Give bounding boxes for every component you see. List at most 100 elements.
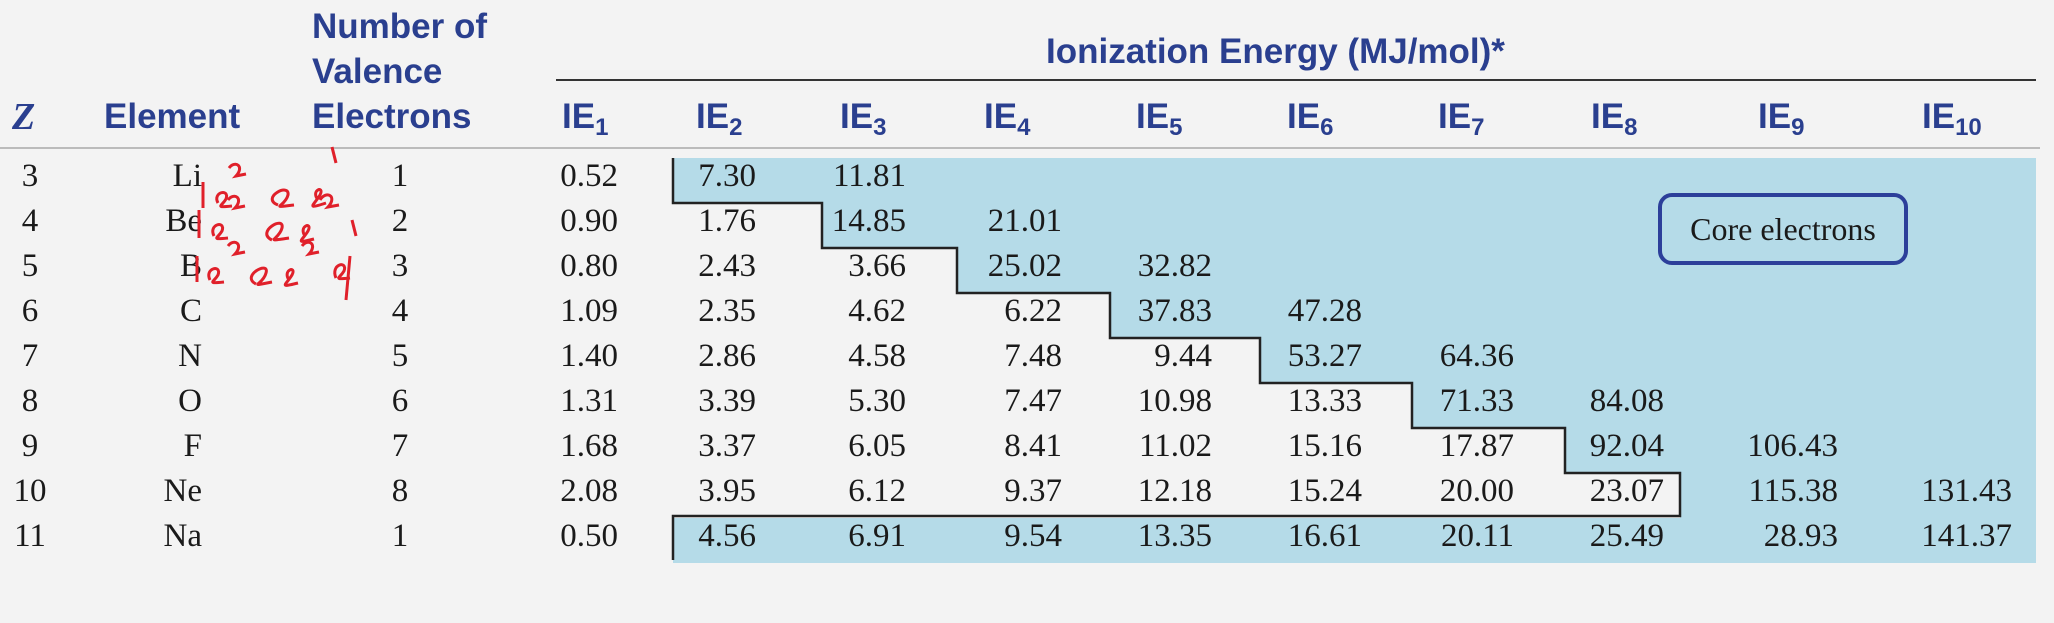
cell-ie-6: 13.33: [1287, 383, 1362, 419]
cell-ie-4: 7.48: [1004, 338, 1062, 374]
header-valence-line3: Electrons: [312, 97, 472, 136]
cell-ie-7: 20.11: [1440, 518, 1514, 554]
cell-ie-1: 0.52: [560, 158, 618, 194]
cell-ie-1: 0.50: [560, 518, 618, 554]
cell-ie-5: 9.44: [1154, 338, 1212, 374]
cell-valence: 1: [391, 518, 409, 554]
cell-ie-1: 1.40: [560, 338, 618, 374]
cell-valence: 8: [391, 473, 409, 509]
cell-ie-10: 131.43: [1921, 473, 2012, 509]
cell-z: 8: [21, 383, 39, 419]
cell-z: 3: [21, 158, 39, 194]
cell-element: N: [178, 338, 202, 374]
ie-header-8: IE8: [1591, 97, 1638, 141]
header-bottom-rule: [0, 147, 2040, 149]
cell-ie-5: 10.98: [1137, 383, 1212, 419]
cell-ie-10: 141.37: [1921, 518, 2012, 554]
ie-header-9: IE9: [1758, 97, 1805, 141]
cell-ie-6: 53.27: [1287, 338, 1362, 374]
handwritten-annotation-be: [197, 193, 340, 243]
cell-ie-3: 6.91: [848, 518, 906, 554]
core-fill-block: [1412, 383, 2036, 428]
valence-core-staircase: [671, 158, 1682, 560]
cell-valence: 4: [391, 293, 409, 329]
cell-ie-5: 12.18: [1137, 473, 1212, 509]
cell-z: 6: [21, 293, 39, 329]
cell-ie-1: 0.80: [560, 248, 618, 284]
ie-header-4: IE4: [984, 97, 1031, 141]
cell-z: 5: [21, 248, 39, 284]
cell-ie-9: 106.43: [1747, 428, 1838, 464]
core-fill-block: [673, 518, 2036, 563]
cell-ie-4: 25.02: [987, 248, 1062, 284]
core-electrons-legend: Core electrons: [1658, 193, 1908, 265]
cell-ie-4: 21.01: [987, 203, 1062, 239]
cell-ie-2: 1.76: [698, 203, 756, 239]
cell-ie-6: 16.61: [1287, 518, 1362, 554]
cell-ie-9: 28.93: [1763, 518, 1838, 554]
cell-ie-5: 32.82: [1137, 248, 1212, 284]
cell-ie-2: 7.30: [698, 158, 756, 194]
core-fill-block: [1680, 473, 2036, 518]
cell-z: 9: [21, 428, 39, 464]
core-fill-block: [1260, 338, 2036, 383]
cell-ie-6: 15.24: [1287, 473, 1362, 509]
cell-ie-5: 13.35: [1137, 518, 1212, 554]
ie-header-1: IE1: [562, 97, 609, 141]
cell-ie-4: 8.41: [1004, 428, 1062, 464]
cell-ie-3: 3.66: [848, 248, 906, 284]
cell-ie-3: 14.85: [831, 203, 906, 239]
ie-header-3: IE3: [840, 97, 887, 141]
header-element: Element: [104, 97, 241, 136]
header-z: Z: [12, 96, 36, 138]
header-valence-line1: Number of: [312, 7, 487, 46]
cell-ie-2: 3.39: [698, 383, 756, 419]
header-ionization-title: Ionization Energy (MJ/mol)*: [1046, 32, 1505, 71]
cell-ie-7: 71.33: [1439, 383, 1514, 419]
cell-ie-1: 1.31: [560, 383, 618, 419]
cell-z: 4: [21, 203, 39, 239]
cell-ie-6: 15.16: [1287, 428, 1362, 464]
ie-header-5: IE5: [1136, 97, 1183, 141]
cell-valence: 7: [391, 428, 409, 464]
cell-ie-4: 6.22: [1004, 293, 1062, 329]
cell-ie-2: 2.86: [698, 338, 756, 374]
cell-ie-5: 11.02: [1138, 428, 1212, 464]
ie-header-7: IE7: [1438, 97, 1485, 141]
cell-ie-1: 1.68: [560, 428, 618, 464]
cell-valence: 2: [391, 203, 409, 239]
cell-ie-8: 25.49: [1589, 518, 1664, 554]
cell-ie-2: 2.35: [698, 293, 756, 329]
cell-ie-3: 11.81: [832, 158, 906, 194]
cell-ie-8: 92.04: [1589, 428, 1664, 464]
cell-element: Li: [172, 158, 202, 194]
cell-ie-9: 115.38: [1748, 473, 1838, 509]
handwritten-annotation-li: [201, 146, 338, 209]
cell-valence: 5: [391, 338, 409, 374]
cell-ie-8: 84.08: [1589, 383, 1664, 419]
cell-ie-1: 2.08: [560, 473, 618, 509]
cell-valence: 1: [391, 158, 409, 194]
cell-element: Ne: [163, 473, 202, 509]
cell-ie-2: 3.37: [698, 428, 756, 464]
cell-ie-2: 2.43: [698, 248, 756, 284]
cell-ie-1: 1.09: [560, 293, 618, 329]
core-fill-block: [1565, 428, 2036, 473]
header-rule: [556, 79, 2036, 81]
handwritten-annotation-b: [195, 219, 358, 301]
ie-header-10: IE10: [1922, 97, 1982, 141]
cell-ie-8: 23.07: [1589, 473, 1664, 509]
cell-ie-1: 0.90: [560, 203, 618, 239]
core-fill-block: [1110, 293, 2036, 338]
cell-valence: 3: [391, 248, 409, 284]
cell-ie-6: 47.28: [1287, 293, 1362, 329]
cell-ie-3: 4.62: [848, 293, 906, 329]
cell-ie-3: 4.58: [848, 338, 906, 374]
cell-element: C: [179, 293, 202, 329]
cell-z: 11: [14, 518, 46, 554]
cell-ie-4: 9.54: [1004, 518, 1062, 554]
cell-ie-7: 17.87: [1439, 428, 1514, 464]
cell-element: Be: [165, 203, 202, 239]
cell-ie-2: 3.95: [698, 473, 756, 509]
